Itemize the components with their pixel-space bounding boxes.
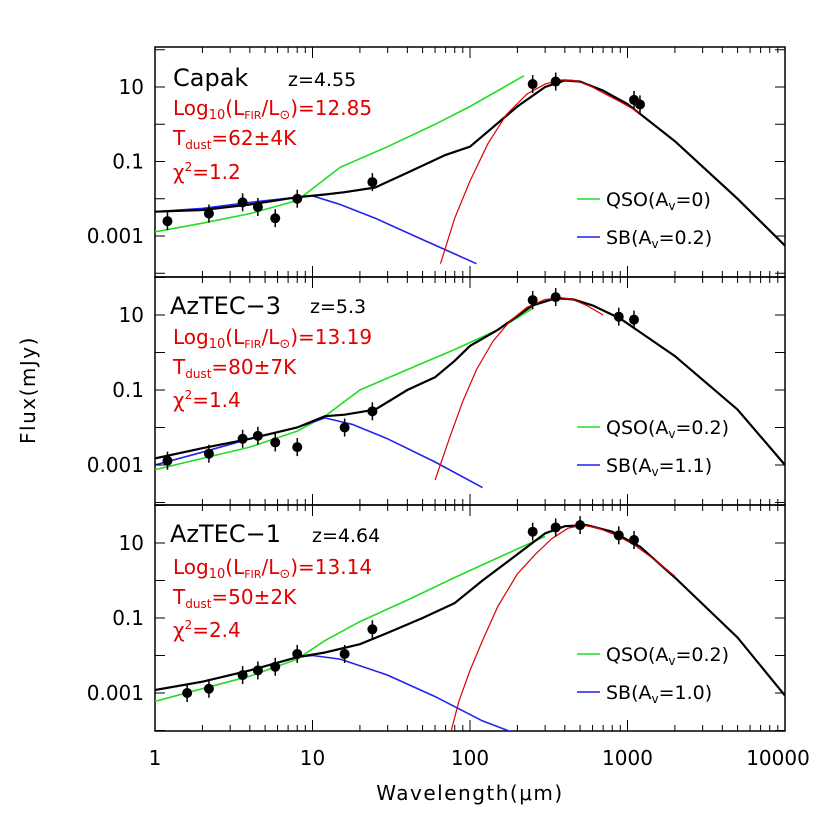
data-point: [575, 520, 586, 531]
data-point: [203, 448, 214, 459]
panel-capak: 10 0.1 0.001 Capak z=4.55 Log10(LFIR/L⊙)=1…: [87, 46, 786, 278]
data-point: [270, 661, 281, 672]
data-point: [550, 522, 561, 533]
data-point: [634, 99, 645, 110]
data-point: [292, 442, 303, 453]
data-point: [292, 193, 303, 204]
data-point: [252, 665, 263, 676]
series-qso-av-0-2-: [155, 307, 534, 471]
data-point: [550, 292, 561, 303]
panel-aztec1: 10 0.1 0.001 AzTEC−1 z=4.64 Log10(LFIR/L⊙)…: [87, 504, 786, 732]
data-point: [613, 311, 624, 322]
x-tick-label: 1000: [602, 746, 653, 770]
tdust-label: Tdust=80±7K: [172, 355, 297, 381]
x-tick-label: 10000: [746, 746, 810, 770]
object-name: Capak: [173, 64, 248, 92]
x-axis-title: Wavelength(μm): [376, 781, 563, 805]
data-point: [237, 433, 248, 444]
chi2-label: χ2=1.2: [173, 160, 241, 184]
lfir-label: Log10(LFIR/L⊙)=13.19: [173, 325, 372, 352]
object-name: AzTEC−1: [170, 520, 281, 548]
redshift-label: z=4.64: [312, 525, 380, 547]
x-tick-label: 1: [149, 746, 162, 770]
y-tick-label: 0.1: [112, 606, 144, 630]
data-point: [292, 648, 303, 659]
lfir-label: Log10(LFIR/L⊙)=13.14: [173, 555, 372, 582]
data-point: [203, 683, 214, 694]
series-greybody: [450, 524, 676, 731]
y-tick-label: 10: [119, 531, 144, 555]
series-total: [155, 79, 785, 247]
x-tick-label: 100: [451, 746, 489, 770]
data-point: [367, 177, 378, 188]
series-greybody: [434, 297, 604, 481]
data-point: [339, 422, 350, 433]
lfir-label: Log10(LFIR/L⊙)=12.85: [173, 96, 372, 123]
chi2-label: χ2=1.4: [173, 388, 241, 412]
data-point: [252, 202, 263, 213]
tdust-label: Tdust=62±4K: [172, 126, 297, 152]
y-tick-label: 0.001: [87, 453, 144, 477]
x-tick-label: 10: [300, 746, 325, 770]
series-sb-av-0-2-: [155, 194, 477, 265]
data-point: [367, 624, 378, 635]
y-tick-label: 0.1: [112, 150, 144, 174]
redshift-label: z=4.55: [288, 69, 356, 91]
data-point: [203, 208, 214, 219]
y-tick-label: 0.1: [112, 378, 144, 402]
data-point: [237, 197, 248, 208]
data-point: [527, 79, 538, 90]
x-axis-tick-labels: 1 10 100 1000 10000: [149, 746, 810, 770]
data-point: [527, 295, 538, 306]
panel-aztec3: 10 0.1 0.001 AzTEC−3 z=5.3 Log10(LFIR/L⊙)=…: [87, 276, 786, 506]
object-name: AzTEC−3: [170, 292, 281, 320]
series-greybody: [439, 79, 641, 264]
data-point: [339, 648, 350, 659]
data-point: [367, 406, 378, 417]
data-point: [527, 526, 538, 537]
data-point: [629, 535, 640, 546]
y-tick-label: 0.001: [87, 224, 144, 248]
series-qso-av-0-2-: [155, 535, 546, 703]
y-tick-label: 10: [119, 303, 144, 327]
redshift-label: z=5.3: [310, 296, 366, 318]
data-point: [629, 314, 640, 325]
data-point: [270, 437, 281, 448]
series-qso-av-0-: [155, 75, 525, 233]
data-point: [550, 76, 561, 87]
y-axis-title: Flux(mJy): [16, 336, 40, 444]
sb-legend-label: SB(Av=0.2): [606, 227, 712, 251]
data-point: [182, 688, 193, 698]
data-point: [270, 213, 281, 224]
data-point: [237, 670, 248, 681]
sb-legend-label: SB(Av=1.1): [606, 455, 712, 479]
y-tick-label: 0.001: [87, 681, 144, 705]
data-point: [252, 430, 263, 441]
qso-legend-label: QSO(Av=0.2): [606, 644, 729, 668]
data-point: [162, 455, 173, 466]
chi2-label: χ2=2.4: [173, 618, 241, 642]
data-point: [162, 216, 173, 227]
series-sb-av-1-1-: [155, 417, 483, 489]
qso-legend-label: QSO(Av=0): [606, 189, 711, 213]
data-point: [613, 530, 624, 541]
tdust-label: Tdust=50±2K: [172, 585, 297, 611]
series-total: [155, 297, 785, 466]
qso-legend-label: QSO(Av=0.2): [606, 417, 729, 441]
sb-legend-label: SB(Av=1.0): [606, 682, 712, 706]
y-tick-label: 10: [119, 75, 144, 99]
